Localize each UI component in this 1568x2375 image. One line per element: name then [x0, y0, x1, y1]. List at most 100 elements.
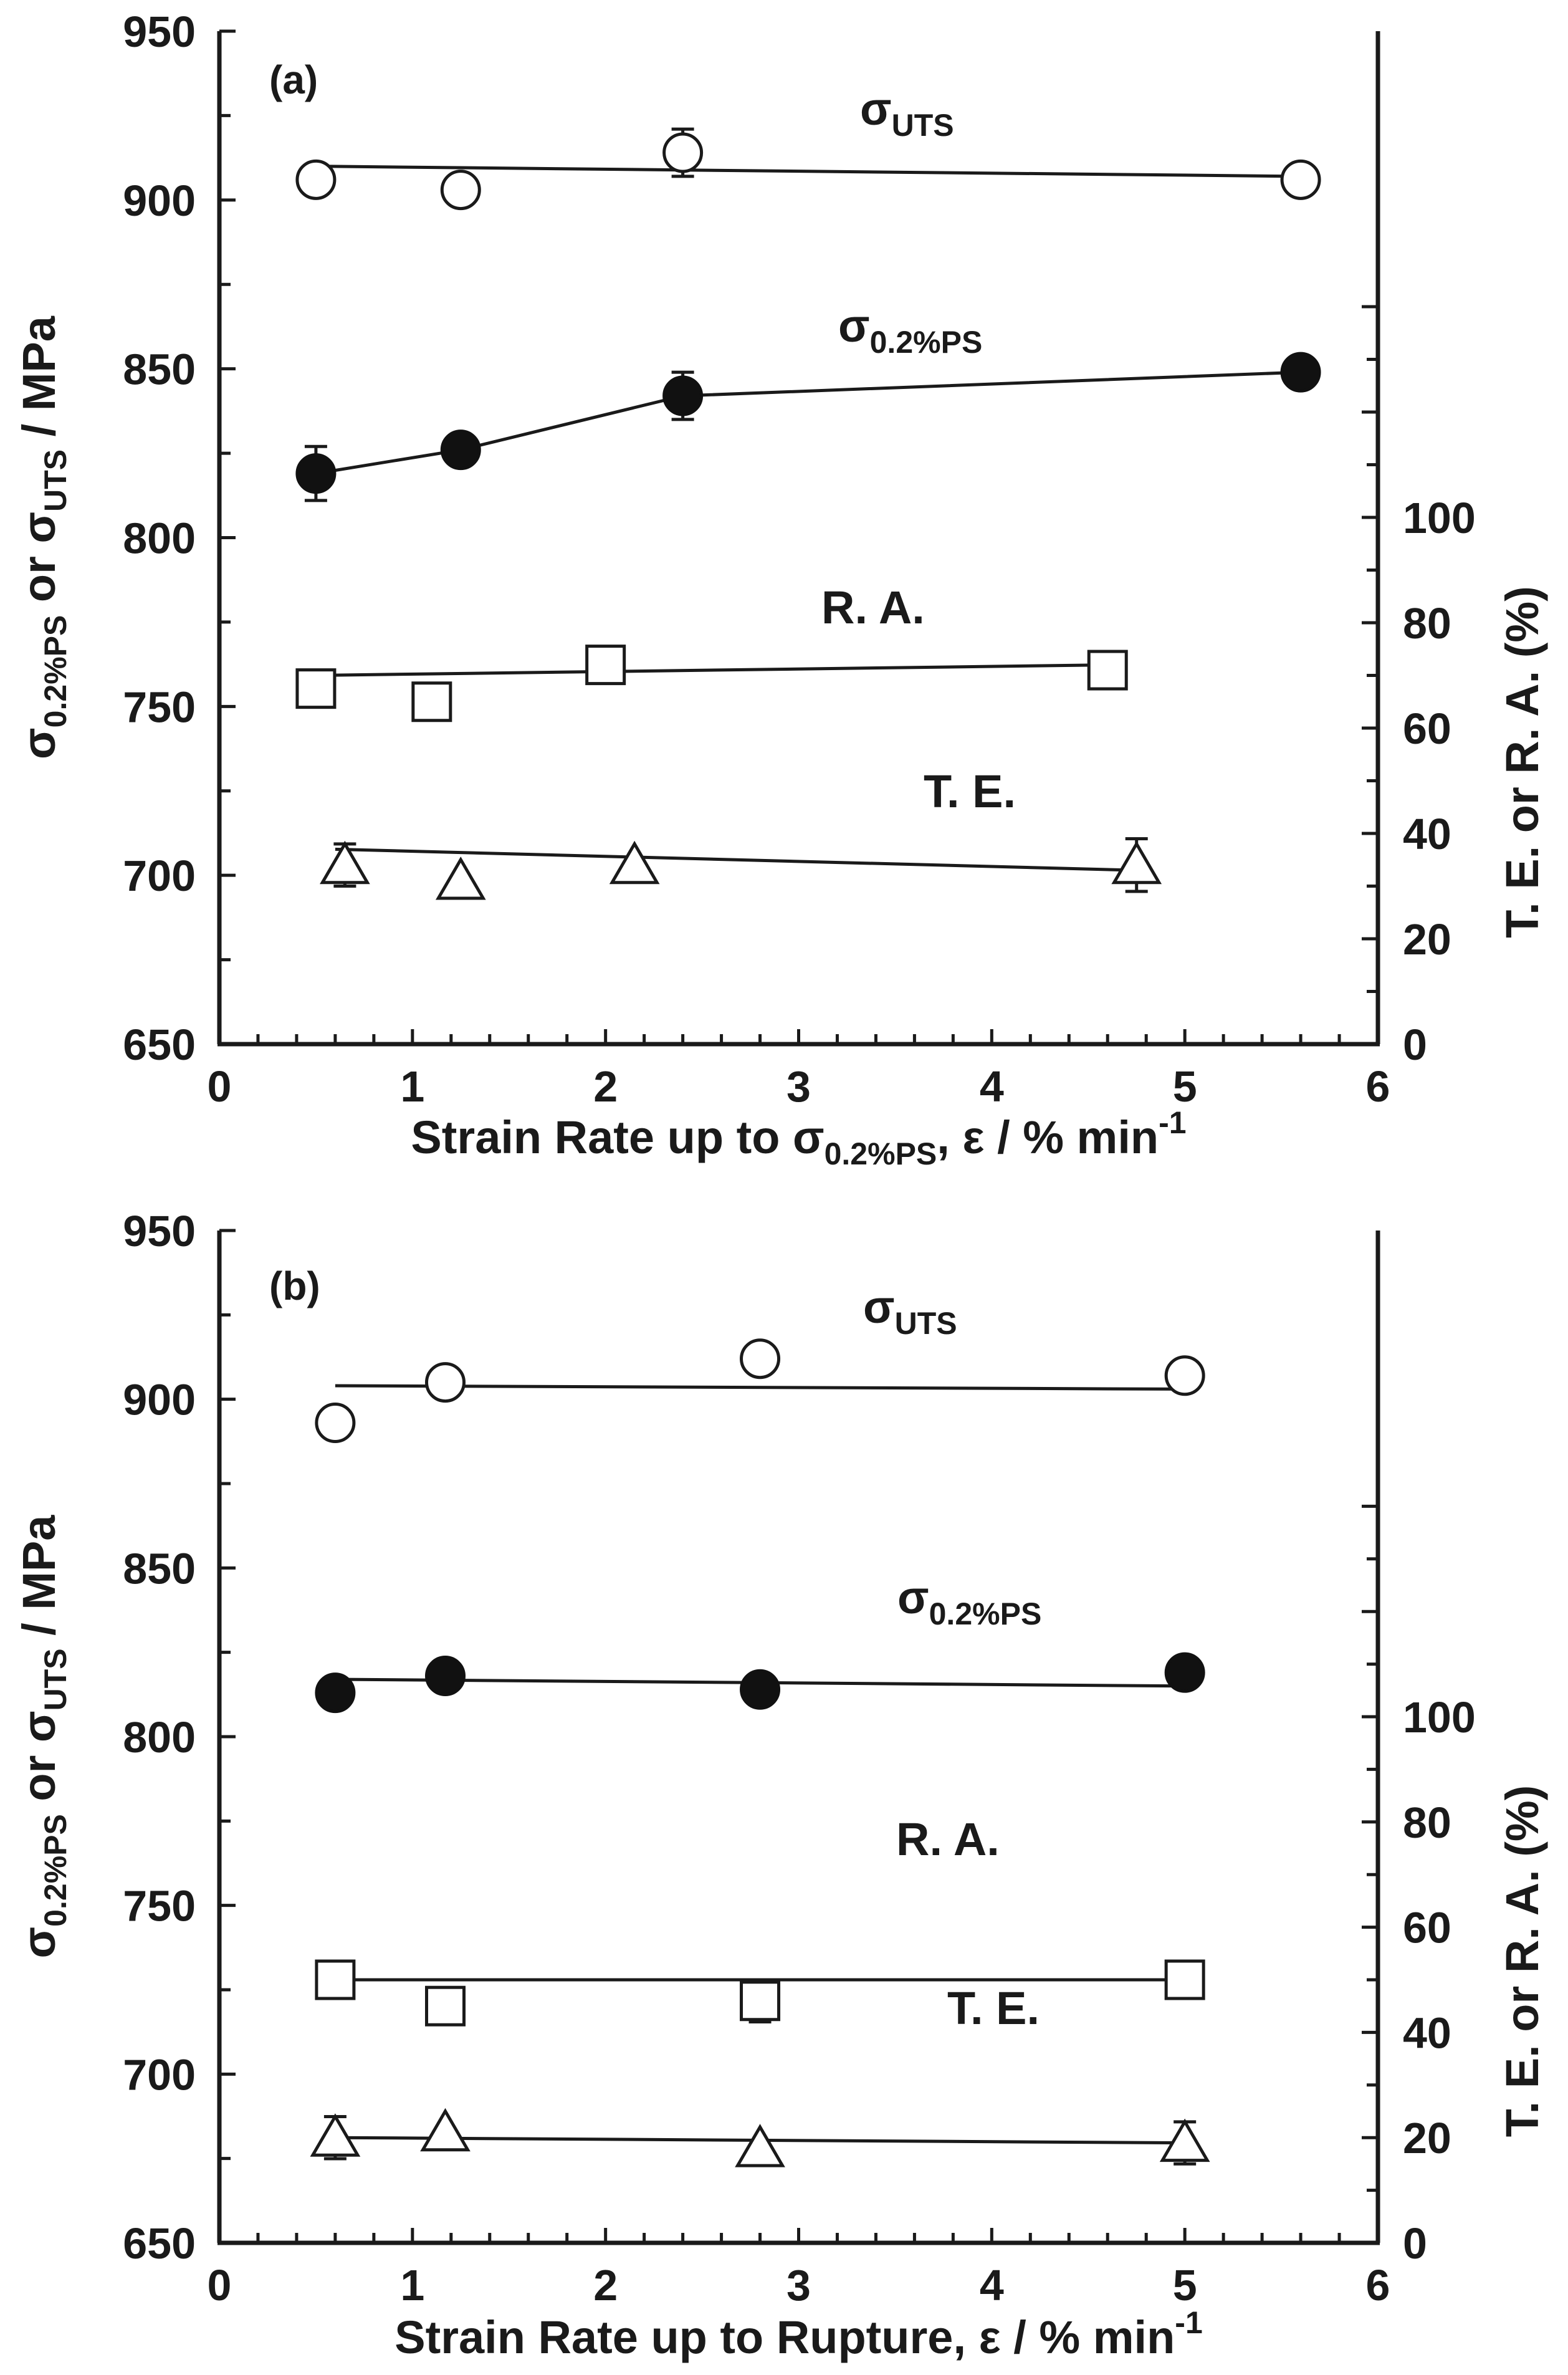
y-right-tick-label: 20 — [1403, 2114, 1451, 2162]
y-right-tick-label: 0 — [1403, 1020, 1427, 1069]
x-tick-label: 6 — [1366, 2261, 1390, 2310]
series-0: σUTS — [315, 1281, 1205, 1444]
x-axis-title: Strain Rate up to Rupture, ε / % min-1 — [394, 2305, 1203, 2363]
data-point-open-square — [585, 645, 626, 686]
x-tick-label: 2 — [593, 2261, 618, 2310]
series-label: σ0.2%PS — [897, 1571, 1041, 1631]
data-point-open-square — [425, 1985, 466, 2027]
data-point-open-circle — [740, 1338, 781, 1379]
x-tick-label: 0 — [208, 1062, 232, 1111]
fit-line — [315, 663, 1108, 677]
data-point-open-circle — [662, 132, 704, 173]
data-point-open-circle — [295, 159, 337, 200]
x-tick-label: 0 — [208, 2261, 232, 2310]
series-label: R. A. — [821, 582, 925, 633]
y-right-tick-label: 80 — [1403, 1798, 1451, 1847]
series-label: R. A. — [896, 1813, 1000, 1865]
data-point-open-triangle — [320, 840, 370, 885]
data-point-filled-circle — [425, 1656, 466, 1697]
x-axis-title: Strain Rate up to σ0.2%PS, ε / % min-1 — [411, 1105, 1186, 1171]
fit-line — [315, 370, 1301, 476]
y-right-tick-label: 0 — [1403, 2219, 1427, 2268]
panel-a: 650 700 750 800 850 900 950 0 20 40 60 80 100 0 1 2 3 4 5 6… — [13, 7, 1548, 1171]
data-point-filled-circle — [440, 429, 481, 471]
y-right-tick-label: 80 — [1403, 599, 1451, 648]
y-left-tick-label: 750 — [123, 683, 196, 731]
data-point-open-triangle — [310, 2113, 361, 2157]
y-right-tick-label: 40 — [1403, 810, 1451, 858]
x-tick-label: 3 — [786, 2261, 811, 2310]
series-label: T. E. — [924, 765, 1016, 817]
fit-line — [315, 165, 1301, 178]
y-right-tick-label: 60 — [1403, 1904, 1451, 1952]
data-point-open-square — [411, 681, 452, 722]
y-left-tick-label: 950 — [123, 1207, 196, 1255]
data-point-open-circle — [315, 1403, 356, 1444]
data-point-open-circle — [1164, 1355, 1205, 1396]
data-point-filled-circle — [662, 375, 704, 416]
series-label: σUTS — [863, 1281, 957, 1341]
series-2: R. A. — [295, 582, 1128, 722]
data-point-open-circle — [1280, 159, 1321, 200]
x-tick-label: 4 — [980, 1062, 1004, 1111]
y-left-tick-label: 650 — [123, 2219, 196, 2268]
data-point-open-triangle — [609, 840, 660, 885]
y-left-tick-label: 900 — [123, 1376, 196, 1424]
y-right-tick-label: 100 — [1403, 494, 1476, 542]
series-3: T. E. — [320, 765, 1162, 900]
data-point-open-triangle — [420, 2108, 471, 2152]
y-left-tick-label: 850 — [123, 1544, 196, 1593]
data-point-open-triangle — [435, 856, 486, 900]
fit-line — [335, 1384, 1185, 1391]
series-label: σ0.2%PS — [838, 300, 982, 360]
x-tick-label: 5 — [1173, 1062, 1197, 1111]
x-tick-label: 1 — [400, 1062, 424, 1111]
y-right-tick-label: 20 — [1403, 915, 1451, 964]
data-point-filled-circle — [315, 1672, 356, 1714]
y-left-tick-label: 900 — [123, 176, 196, 225]
data-point-open-square — [1164, 1959, 1205, 2000]
data-point-open-square — [315, 1959, 356, 2000]
series-0: σUTS — [295, 83, 1321, 211]
data-point-open-square — [740, 1980, 781, 2022]
fit-line — [335, 847, 1137, 872]
y-right-tick-label: 40 — [1403, 2008, 1451, 2057]
series-label: T. E. — [947, 1982, 1040, 2034]
y-right-axis-title: T. E. or R. A. (%) — [1496, 1785, 1548, 2138]
y-left-tick-label: 650 — [123, 1020, 196, 1069]
y-right-tick-label: 100 — [1403, 1693, 1476, 1742]
data-point-open-circle — [440, 170, 481, 211]
data-point-filled-circle — [1164, 1652, 1205, 1693]
data-point-open-square — [1087, 650, 1128, 691]
y-left-axis-title: σ0.2%PS or σUTS / MPa — [13, 315, 73, 759]
data-point-open-triangle — [1111, 840, 1162, 885]
series-1: σ0.2%PS — [295, 300, 1321, 502]
data-point-open-circle — [425, 1362, 466, 1403]
y-left-tick-label: 700 — [123, 852, 196, 900]
series-label: σUTS — [860, 83, 954, 143]
data-point-filled-circle — [1280, 352, 1321, 393]
y-left-tick-label: 750 — [123, 1882, 196, 1931]
data-point-filled-circle — [295, 453, 337, 494]
data-point-open-triangle — [1159, 2118, 1210, 2162]
x-tick-label: 3 — [786, 1062, 811, 1111]
y-left-tick-label: 800 — [123, 514, 196, 563]
x-tick-label: 2 — [593, 1062, 618, 1111]
series-3: T. E. — [310, 1982, 1210, 2167]
panel-label: (b) — [269, 1264, 320, 1308]
y-right-axis-title: T. E. or R. A. (%) — [1496, 586, 1548, 938]
y-right-tick-label: 60 — [1403, 704, 1451, 753]
x-tick-label: 6 — [1366, 1062, 1390, 1111]
x-tick-label: 4 — [980, 2261, 1004, 2310]
y-left-axis-title: σ0.2%PS or σUTS / MPa — [13, 1515, 73, 1959]
x-tick-label: 5 — [1173, 2261, 1197, 2310]
y-left-tick-label: 800 — [123, 1713, 196, 1762]
y-left-tick-label: 950 — [123, 7, 196, 56]
data-point-open-triangle — [735, 2124, 785, 2167]
series-1: σ0.2%PS — [315, 1571, 1205, 1714]
y-left-tick-label: 850 — [123, 345, 196, 394]
series-2: R. A. — [315, 1813, 1205, 2027]
data-point-filled-circle — [740, 1669, 781, 1710]
panel-label: (a) — [269, 57, 318, 102]
